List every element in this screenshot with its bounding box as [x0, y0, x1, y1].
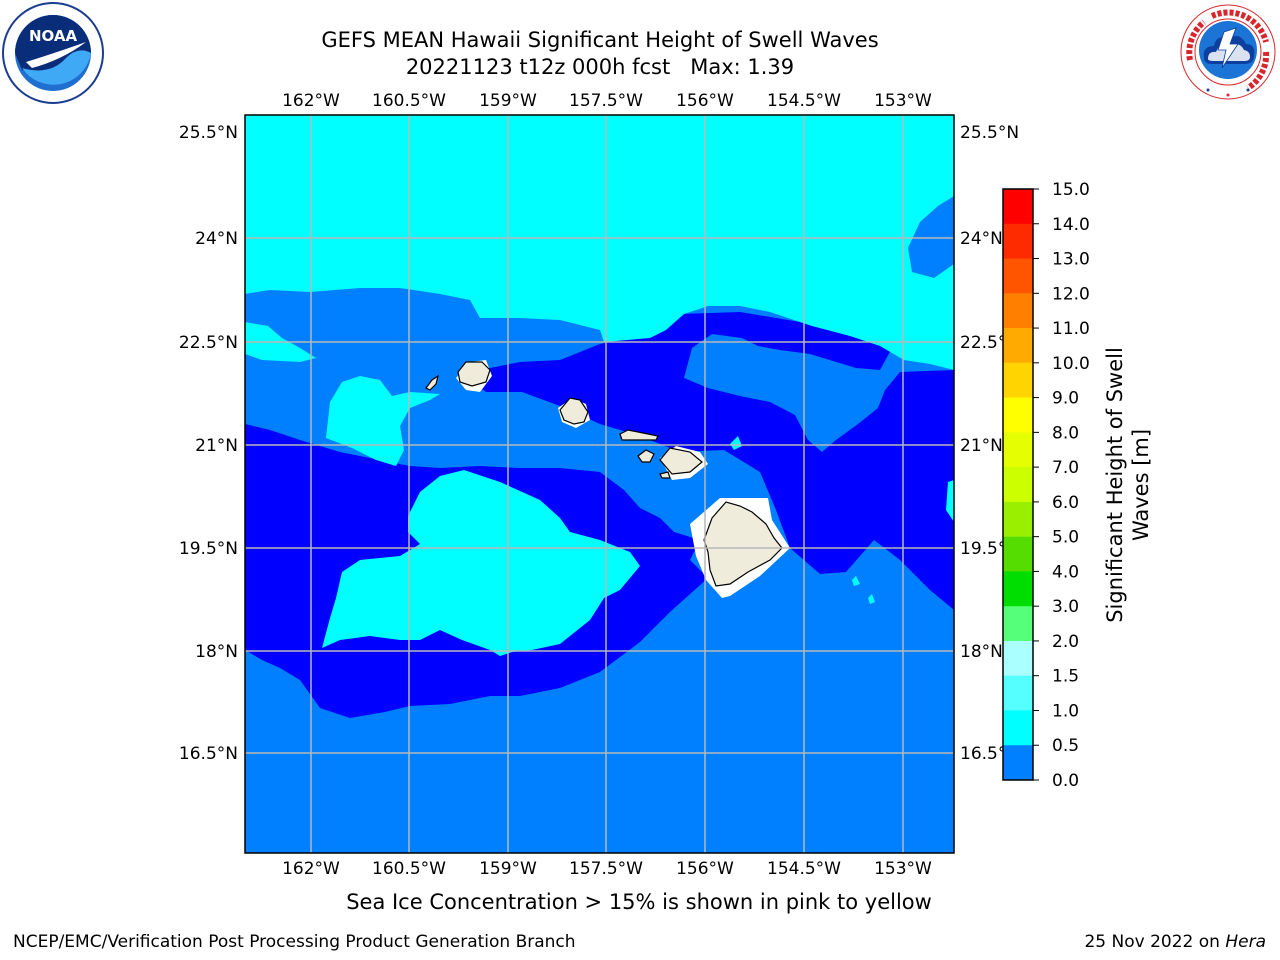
lon-label: 156°W — [676, 91, 734, 111]
contour-band-1.0-1.5-south — [322, 470, 640, 656]
lon-label: 157.5°W — [569, 91, 643, 111]
colorbar-segment — [1003, 328, 1033, 364]
colorbar-segment — [1003, 258, 1033, 294]
colorbar-frame — [1002, 188, 1034, 781]
colorbar-tick-label: 13.0 — [1052, 250, 1090, 270]
latitude-labels-left: 25.5°N 24°N 22.5°N 21°N 19.5°N 18°N 16.5°N — [179, 123, 238, 764]
map-title: GEFS MEAN Hawaii Significant Height of S… — [321, 28, 879, 52]
colorbar-tick-label: 8.0 — [1052, 423, 1079, 443]
colorbar-segment — [1003, 432, 1033, 468]
date-stamp: 25 Nov 2022 on Hera — [1084, 932, 1266, 952]
colorbar-tick-label: 5.0 — [1052, 528, 1079, 548]
lat-label: 21°N — [195, 436, 238, 456]
lon-label: 159°W — [479, 859, 537, 879]
colorbar-segment — [1003, 397, 1033, 433]
contour-band-1.0-1.5 — [245, 115, 954, 370]
lon-label: 153°W — [874, 859, 932, 879]
colorbar-segment — [1003, 223, 1033, 260]
lon-label: 154.5°W — [767, 91, 841, 111]
lat-label: 16.5°N — [179, 744, 238, 764]
contour-spot — [730, 436, 742, 450]
lat-label: 18°N — [195, 642, 238, 662]
svg-text:NOAA: NOAA — [29, 27, 78, 45]
graticule — [245, 115, 954, 853]
map-subtitle: 20221123 t12z 000h fcst Max: 1.39 — [405, 55, 795, 79]
colorbar-tick-label: 10.0 — [1052, 354, 1090, 374]
lat-label: 25.5°N — [179, 123, 238, 143]
lat-label: 24°N — [960, 229, 1003, 249]
colorbar-tick-label: 6.0 — [1052, 493, 1079, 513]
sea-ice-footnote: Sea Ice Concentration > 15% is shown in … — [346, 890, 932, 914]
land-masses — [425, 361, 783, 587]
island-niihau — [425, 374, 439, 391]
contour-spot — [868, 594, 875, 604]
lat-label: 24°N — [195, 229, 238, 249]
island-molokai — [619, 429, 659, 441]
colorbar-tick-label: 1.5 — [1052, 667, 1079, 687]
colorbar-segment — [1003, 293, 1033, 329]
longitude-labels-top: 162°W 160.5°W 159°W 157.5°W 156°W 154.5°W 153°… — [282, 91, 932, 111]
lat-label: 19.5°N — [179, 539, 238, 559]
longitude-labels-bottom: 162°W 160.5°W 159°W 157.5°W 156°W 154.5°W 153°… — [282, 859, 932, 879]
lon-label: 160.5°W — [372, 859, 446, 879]
contour-band-1.0-1.5-north-island — [326, 376, 440, 466]
colorbar-tick-label: 11.0 — [1052, 319, 1090, 339]
colorbar-segment — [1003, 536, 1033, 572]
colorbar-segment — [1003, 189, 1033, 225]
island-kauai — [457, 361, 491, 387]
island-lanai — [637, 449, 655, 463]
colorbar-segment — [1003, 467, 1033, 503]
swell-height-contours — [245, 115, 954, 853]
colorbar-tick-label: 1.0 — [1052, 701, 1079, 721]
contour-band-1.0-1.5-east — [946, 480, 954, 522]
colorbar-segment — [1003, 606, 1033, 642]
lon-label: 159°W — [479, 91, 537, 111]
colorbar-segment — [1003, 571, 1033, 607]
colorbar-segment — [1003, 640, 1033, 677]
lon-label: 154.5°W — [767, 859, 841, 879]
colorbar-tick-label: 14.0 — [1052, 215, 1090, 235]
colorbar-segment — [1003, 710, 1033, 746]
colorbar-tick-label: 15.0 — [1052, 180, 1090, 200]
colorbar-tick-label: 12.0 — [1052, 284, 1090, 304]
map-frame — [244, 114, 955, 854]
lon-label: 162°W — [282, 91, 340, 111]
date-text: 25 Nov 2022 on — [1084, 932, 1220, 952]
colorbar-segment — [1003, 675, 1033, 711]
lat-label: 22.5°N — [179, 333, 238, 353]
colorbar-tick-label: 4.0 — [1052, 562, 1079, 582]
lat-label: 21°N — [960, 436, 1003, 456]
colorbar-tick-label: 2.0 — [1052, 632, 1079, 652]
lon-label: 157.5°W — [569, 859, 643, 879]
colorbar-tick-label: 0.0 — [1052, 771, 1079, 791]
colorbar-tick-label: 9.0 — [1052, 389, 1079, 409]
colorbar: 15.0 14.0 13.0 12.0 11.0 10.0 9.0 8.0 7.0 6.0 5.0 4… — [1003, 180, 1090, 791]
colorbar-tick-label: 3.0 — [1052, 597, 1079, 617]
island-maui — [659, 447, 703, 475]
lat-label: 18°N — [960, 642, 1003, 662]
colorbar-tick-label: 0.5 — [1052, 736, 1079, 756]
lon-label: 160.5°W — [372, 91, 446, 111]
contour-spot — [852, 576, 860, 586]
colorbar-tick-label: 7.0 — [1052, 458, 1079, 478]
noaa-logo: NOAA — [2, 2, 104, 104]
colorbar-segment — [1003, 501, 1033, 538]
island-oahu — [559, 397, 589, 425]
lat-label: 25.5°N — [960, 123, 1019, 143]
credit-line: NCEP/EMC/Verification Post Processing Pr… — [13, 932, 576, 952]
colorbar-segment — [1003, 362, 1033, 399]
island-kahoolawe — [659, 471, 671, 479]
colorbar-segment — [1003, 745, 1033, 781]
host-name: Hera — [1225, 932, 1266, 952]
lon-label: 162°W — [282, 859, 340, 879]
lon-label: 153°W — [874, 91, 932, 111]
national-weather-service-logo — [1179, 3, 1277, 101]
lon-label: 156°W — [676, 859, 734, 879]
